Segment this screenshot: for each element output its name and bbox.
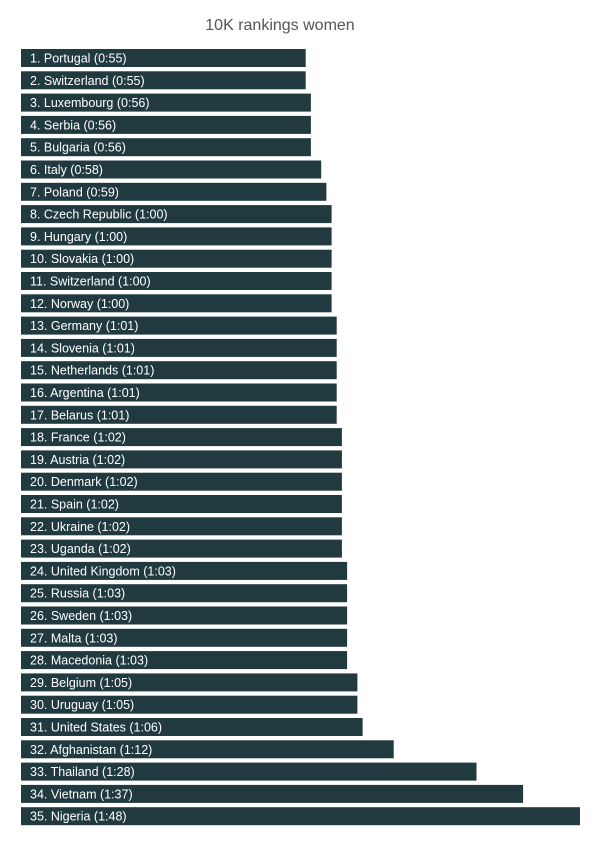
- bar: [21, 651, 348, 670]
- bar: [21, 138, 311, 157]
- bar-label: 17. Belarus (1:01): [30, 408, 129, 422]
- chart-title: 10K rankings women: [205, 17, 355, 34]
- bar: [21, 272, 332, 290]
- bar-label: 33. Thailand (1:28): [30, 765, 135, 779]
- bar-label: 9. Hungary (1:00): [30, 230, 127, 244]
- bar: [21, 718, 363, 736]
- bar: [21, 740, 394, 759]
- bar: [21, 472, 342, 491]
- bar: [21, 606, 348, 625]
- bar-label: 1. Portugal (0:55): [30, 52, 127, 66]
- bar: [21, 628, 348, 647]
- bar: [21, 249, 332, 268]
- bar-label: 21. Spain (1:02): [30, 498, 119, 512]
- bar-label: 30. Uruguay (1:05): [30, 698, 134, 712]
- bar: [21, 673, 358, 692]
- bar: [21, 539, 342, 558]
- bar-label: 18. France (1:02): [30, 431, 126, 445]
- bar-label: 15. Netherlands (1:01): [30, 364, 154, 378]
- bar: [21, 338, 337, 357]
- bar: [21, 49, 306, 67]
- bar-label: 12. Norway (1:00): [30, 297, 129, 311]
- bar: [21, 807, 580, 826]
- bar-label: 26. Sweden (1:03): [30, 609, 132, 623]
- bar: [21, 495, 342, 513]
- bar-label: 22. Ukraine (1:02): [30, 520, 130, 534]
- bar-label: 29. Belgium (1:05): [30, 676, 132, 690]
- bar-label: 14. Slovenia (1:01): [30, 341, 135, 355]
- bar-label: 5. Bulgaria (0:56): [30, 141, 126, 155]
- bar-label: 34. Vietnam (1:37): [30, 787, 133, 801]
- bar-label: 19. Austria (1:02): [30, 453, 125, 467]
- bar-label: 2. Switzerland (0:55): [30, 74, 145, 88]
- bar: [21, 450, 342, 469]
- bar: [21, 71, 306, 90]
- bar: [21, 517, 342, 536]
- bar: [21, 93, 311, 112]
- bar: [21, 205, 332, 224]
- bar-label: 13. Germany (1:01): [30, 319, 138, 333]
- bar-label: 8. Czech Republic (1:00): [30, 208, 168, 222]
- bar: [21, 428, 342, 447]
- bar: [21, 361, 337, 380]
- bar: [21, 160, 322, 179]
- bar: [21, 182, 327, 201]
- bar-label: 23. Uganda (1:02): [30, 542, 131, 556]
- bar: [21, 695, 358, 714]
- bar-label: 11. Switzerland (1:00): [30, 275, 151, 289]
- bar-label: 16. Argentina (1:01): [30, 386, 140, 400]
- bar: [21, 227, 332, 246]
- bar-label: 27. Malta (1:03): [30, 631, 118, 645]
- bar: [21, 316, 337, 335]
- bar-label: 25. Russia (1:03): [30, 587, 125, 601]
- bar-label: 31. United States (1:06): [30, 721, 162, 735]
- bar: [21, 294, 332, 313]
- bar: [21, 784, 524, 803]
- bar-label: 24. United Kingdom (1:03): [30, 564, 176, 578]
- bar: [21, 115, 311, 134]
- bar: [21, 405, 337, 424]
- bar-label: 28. Macedonia (1:03): [30, 654, 148, 668]
- bar-group: 1. Portugal (0:55) 2. Switzerland (0:55) 3…: [21, 49, 580, 826]
- bar: [21, 561, 348, 580]
- bar-label: 35. Nigeria (1:48): [30, 810, 127, 824]
- bar: [21, 762, 477, 781]
- bar-label: 20. Denmark (1:02): [30, 475, 138, 489]
- bar-label: 32. Afghanistan (1:12): [30, 743, 152, 757]
- bar-label: 4. Serbia (0:56): [30, 118, 116, 132]
- bar-label: 7. Poland (0:59): [30, 185, 119, 199]
- bar-label: 3. Luxembourg (0:56): [30, 96, 150, 110]
- bar-label: 6. Italy (0:58): [30, 163, 103, 177]
- bar-label: 10. Slovakia (1:00): [30, 252, 134, 266]
- bar: [21, 383, 337, 402]
- bar: [21, 584, 348, 603]
